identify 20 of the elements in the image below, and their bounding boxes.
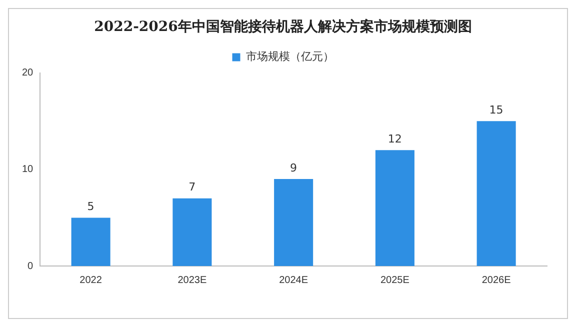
bar [71, 218, 110, 266]
bar [274, 179, 314, 266]
data-label: 7 [188, 180, 196, 194]
x-tick-label: 2024E [279, 274, 308, 286]
data-label: 15 [489, 103, 504, 116]
y-tick-label: 0 [28, 260, 34, 272]
x-tick-label: 2026E [482, 274, 512, 286]
bar [476, 121, 516, 266]
y-tick-label: 10 [22, 164, 34, 176]
y-tick-label: 20 [22, 68, 34, 79]
bar [172, 198, 212, 266]
legend-label: 市场规模（亿元） [246, 50, 334, 64]
data-label: 12 [388, 132, 402, 146]
chart-title: 2022-2026年中国智能接待机器人解决方案市场规模预测图 [94, 18, 472, 36]
x-tick-label: 2023E [178, 274, 207, 286]
data-label: 9 [290, 161, 298, 174]
x-tick-label: 2022 [80, 274, 102, 286]
data-label: 5 [87, 200, 94, 214]
x-tick-label: 2025E [380, 274, 410, 286]
bar [375, 150, 414, 266]
